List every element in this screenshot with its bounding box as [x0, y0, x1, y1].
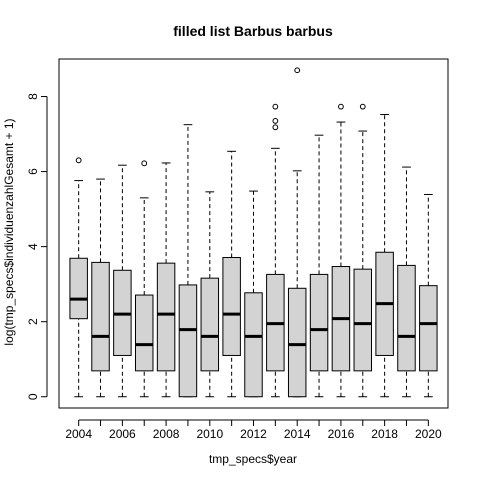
iqr-box: [287, 287, 307, 398]
box-2018: [375, 114, 394, 398]
iqr-box: [69, 257, 88, 320]
y-axis-label: log(tmp_specs$individuenzahlGesamt + 1): [2, 118, 16, 345]
iqr-box: [309, 273, 329, 372]
box-2020: [419, 193, 438, 398]
box-2011: [222, 150, 241, 398]
x-axis-label: tmp_specs$year: [209, 452, 297, 466]
box-2006: [113, 164, 132, 398]
iqr-box: [353, 268, 373, 372]
x-tick-label: 2020: [415, 427, 442, 441]
outlier-point: [338, 103, 344, 110]
box-2009: [178, 124, 198, 398]
iqr-box: [91, 261, 110, 372]
box-2019: [397, 166, 416, 398]
x-tick-label: 2018: [371, 427, 398, 441]
iqr-box: [178, 284, 198, 398]
x-tick-label: 2004: [65, 427, 92, 441]
iqr-box: [397, 264, 416, 372]
box-2005: [91, 178, 110, 398]
x-tick-label: 2010: [196, 427, 223, 441]
box-2016: [331, 103, 351, 398]
iqr-box: [200, 277, 220, 372]
box-2014: [287, 67, 307, 398]
outlier-point: [294, 67, 301, 74]
outlier-point: [75, 157, 82, 164]
iqr-box: [222, 257, 241, 356]
x-tick-label: 2016: [328, 427, 355, 441]
x-tick-label: 2006: [109, 427, 136, 441]
outlier-point: [359, 103, 366, 110]
boxes-group: [69, 67, 438, 398]
y-tick-label: 8: [26, 93, 40, 100]
y-tick-label: 0: [26, 393, 40, 400]
box-2010: [200, 191, 220, 398]
box-2012: [244, 190, 263, 398]
box-2015: [309, 134, 329, 398]
box-2017: [353, 103, 373, 398]
outlier-point: [272, 103, 279, 110]
x-tick-label: 2008: [153, 427, 180, 441]
x-axis: 2004 2006 2008 2010 2012 2014 2016 2018 2020: [65, 419, 442, 441]
box-2004: [69, 157, 88, 398]
box-2013: [266, 103, 285, 398]
iqr-box: [244, 292, 263, 398]
box-2007: [134, 160, 154, 398]
outlier-point: [272, 124, 279, 131]
y-axis: 0 2 4 6 8: [26, 93, 48, 400]
outlier-point: [141, 160, 148, 167]
y-tick-label: 6: [26, 168, 40, 175]
chart-title: filled list Barbus barbus: [173, 23, 333, 39]
y-tick-label: 4: [26, 243, 40, 250]
x-tick-label: 2012: [240, 427, 267, 441]
iqr-box: [134, 294, 154, 372]
iqr-box: [419, 285, 438, 372]
outlier-point: [272, 118, 279, 124]
y-tick-label: 2: [26, 318, 40, 325]
plot-frame: [58, 58, 449, 409]
box-2008: [156, 162, 176, 398]
iqr-box: [156, 262, 176, 372]
x-tick-label: 2014: [284, 427, 311, 441]
